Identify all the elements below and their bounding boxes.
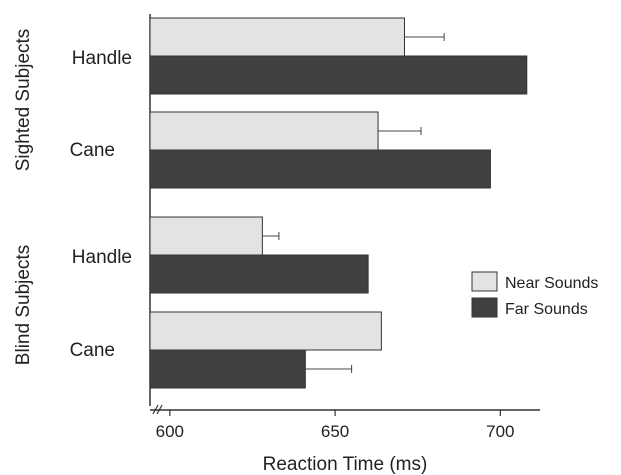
x-axis-label: Reaction Time (ms) — [263, 454, 428, 475]
x-ticks: 600 650 700 — [156, 410, 515, 441]
bar-near-blind-cane — [149, 311, 382, 351]
legend-swatch-far — [471, 297, 498, 318]
bar-far-sighted-cane — [149, 149, 491, 189]
legend-label-near: Near Sounds — [505, 275, 598, 292]
x-tick-label: 650 — [321, 422, 349, 441]
bars — [149, 17, 528, 389]
legend-label-far: Far Sounds — [505, 301, 588, 318]
category-label-sighted-cane: Cane — [70, 140, 115, 161]
bar-far-blind-cane — [149, 349, 306, 389]
category-label-blind-handle: Handle — [72, 247, 132, 268]
x-tick-label: 700 — [486, 422, 514, 441]
category-label-sighted-handle: Handle — [72, 48, 132, 69]
category-label-blind-cane: Cane — [70, 340, 115, 361]
bar-near-blind-handle — [149, 216, 263, 256]
group-label-sighted: Sighted Subjects — [13, 29, 34, 172]
bar-far-sighted-handle — [149, 55, 528, 95]
legend-swatch-near — [471, 271, 498, 292]
bar-far-blind-handle — [149, 254, 369, 294]
bar-near-sighted-cane — [149, 111, 379, 151]
x-tick-label: 600 — [156, 422, 184, 441]
bar-near-sighted-handle — [149, 17, 405, 57]
legend: Near Sounds Far Sounds — [471, 271, 598, 318]
axis-break-mark — [152, 404, 163, 415]
group-label-blind: Blind Subjects — [13, 245, 34, 365]
